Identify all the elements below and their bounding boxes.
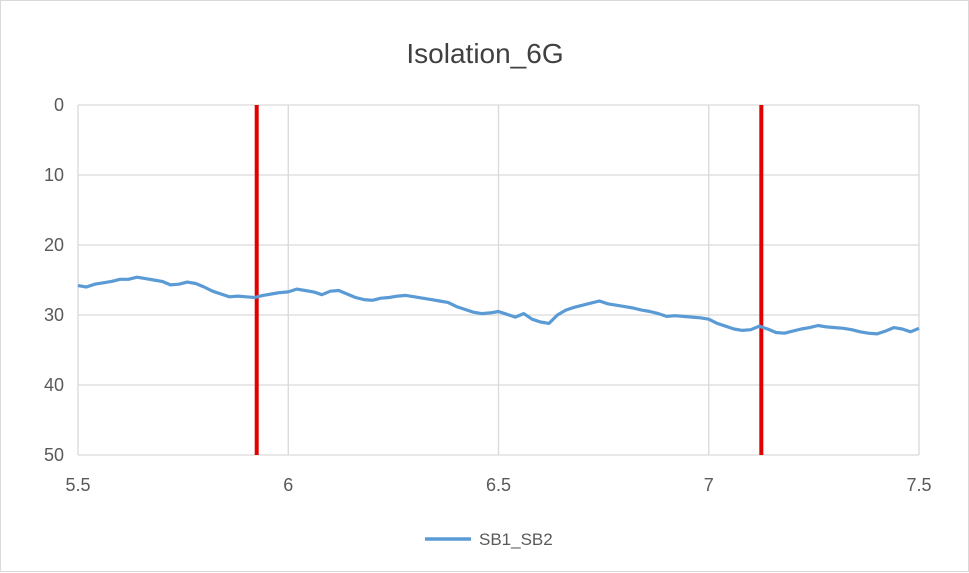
y-tick-label-50: 50 bbox=[44, 445, 64, 465]
x-tick-label-6: 6 bbox=[283, 475, 293, 495]
axis-label-layer: 0 10 20 30 40 505.5 6 6.5 7 7.5 bbox=[44, 95, 932, 495]
grid-layer bbox=[77, 104, 920, 456]
legend-label-sb1-sb2: SB1_SB2 bbox=[479, 530, 553, 549]
series-layer bbox=[77, 275, 920, 336]
x-tick-label-7-5: 7.5 bbox=[906, 475, 931, 495]
y-tick-label-40: 40 bbox=[44, 375, 64, 395]
x-tick-label-5-5: 5.5 bbox=[65, 475, 90, 495]
series-line-sb1-sb2 bbox=[77, 275, 920, 336]
y-tick-label-0: 0 bbox=[54, 95, 64, 115]
y-tick-label-30: 30 bbox=[44, 305, 64, 325]
marker-layer bbox=[254, 105, 764, 455]
legend: SB1_SB2 bbox=[425, 530, 553, 549]
y-tick-label-20: 20 bbox=[44, 235, 64, 255]
y-tick-label-10: 10 bbox=[44, 165, 64, 185]
chart-title: Isolation_6G bbox=[406, 38, 563, 69]
x-tick-label-7: 7 bbox=[704, 475, 714, 495]
x-tick-label-6-5: 6.5 bbox=[486, 475, 511, 495]
